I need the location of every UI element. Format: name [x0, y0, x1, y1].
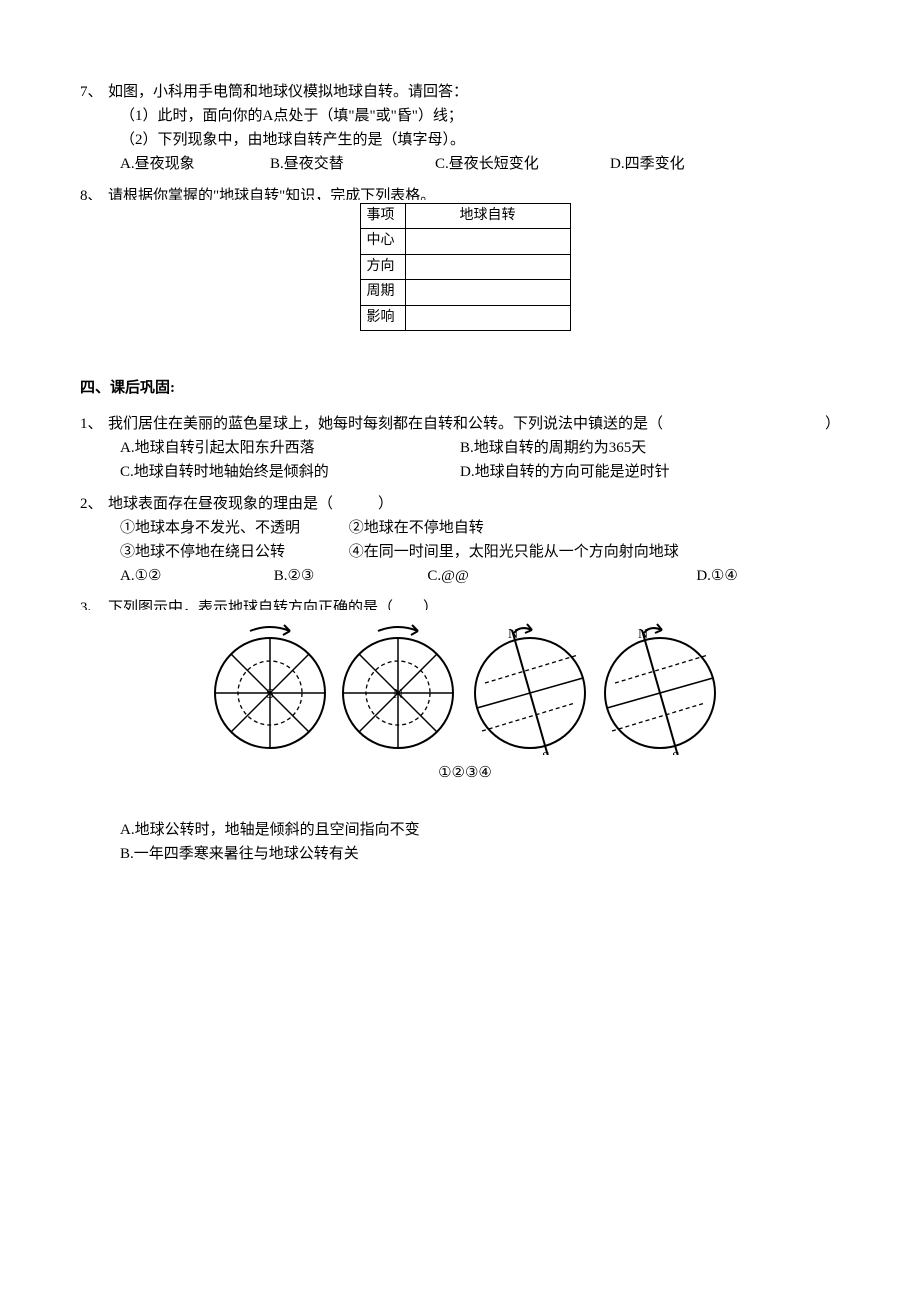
- cell-effect-val: [405, 305, 570, 330]
- q7-options: A.昼夜现象 B.昼夜交替 C.昼夜长短变化 D.四季变化: [120, 152, 850, 176]
- section-4-title: 四、课后巩固:: [80, 376, 850, 400]
- p1-stem-line: 1、 我们居住在美丽的蓝色星球上，她每时每刻都在自转和公转。下列说法中镇送的是（…: [80, 412, 850, 436]
- svg-text:S: S: [266, 687, 274, 702]
- q7-sub2: （2）下列现象中，由地球自转产生的是（填字母）。: [120, 128, 850, 152]
- p2-stem: 地球表面存在昼夜现象的理由是（ ）: [108, 492, 393, 516]
- p3-stem: 下列图示中，表示地球自转方向正确的是（ ）: [108, 596, 438, 610]
- table-row: 影响: [360, 305, 570, 330]
- tail-opt-a: A.地球公转时，地轴是倾斜的且空间指向不变: [120, 818, 850, 842]
- globe-2: N: [343, 625, 453, 748]
- table-row: 中心: [360, 229, 570, 254]
- svg-text:N: N: [393, 687, 403, 702]
- globe-1: S: [215, 625, 325, 748]
- p2-s1: ①地球本身不发光、不透明: [120, 516, 345, 540]
- tail-opt-b: B.一年四季寒来暑往与地球公转有关: [120, 842, 850, 866]
- cell-period: 周期: [360, 280, 405, 305]
- p1-opt-d: D.地球自转的方向可能是逆时针: [460, 460, 760, 484]
- p3-number: 3、: [80, 596, 108, 610]
- q7-opt-b: B.昼夜交替: [270, 152, 435, 176]
- practice-3: 3、 下列图示中，表示地球自转方向正确的是（ ） S: [80, 596, 850, 785]
- q7-stem: 如图，小科用手电筒和地球仪模拟地球自转。请回答：: [108, 80, 468, 104]
- p2-opt-d: D.①④: [696, 564, 850, 588]
- q8-table: 事项 地球自转 中心 方向 周期 影响: [360, 203, 571, 331]
- p1-stem: 我们居住在美丽的蓝色星球上，她每时每刻都在自转和公转。下列说法中镇送的是（: [108, 412, 663, 436]
- cell-center-val: [405, 229, 570, 254]
- p3-caption: ①②③④: [80, 761, 850, 785]
- p2-s4: ④在同一时间里，太阳光只能从一个方向射向地球: [349, 544, 679, 560]
- th-item: 事项: [360, 204, 405, 229]
- tail-options: A.地球公转时，地轴是倾斜的且空间指向不变 B.一年四季寒来暑往与地球公转有关: [80, 818, 850, 866]
- p1-opt-b: B.地球自转的周期约为365天: [460, 436, 760, 460]
- globe-diagram-svg: S N N: [200, 615, 730, 755]
- table-row: 方向: [360, 254, 570, 279]
- table-row: 事项 地球自转: [360, 204, 570, 229]
- p2-number: 2、: [80, 492, 108, 516]
- q7-stem-line: 7、 如图，小科用手电筒和地球仪模拟地球自转。请回答：: [80, 80, 850, 104]
- p1-row2: C.地球自转时地轴始终是倾斜的 D.地球自转的方向可能是逆时针: [120, 460, 850, 484]
- q8-number: 8、: [80, 184, 108, 200]
- cell-direction-val: [405, 254, 570, 279]
- p2-s3: ③地球不停地在绕日公转: [120, 540, 345, 564]
- question-8: 8、 请根据你掌握的"地球自转"知识，完成下列表格。 事项 地球自转 中心 方向…: [80, 184, 850, 331]
- p2-options: A.①② B.②③ C.@@ D.①④: [120, 564, 850, 588]
- q7-opt-a: A.昼夜现象: [120, 152, 270, 176]
- cell-effect: 影响: [360, 305, 405, 330]
- p2-stmt-row2: ③地球不停地在绕日公转 ④在同一时间里，太阳光只能从一个方向射向地球: [120, 540, 850, 564]
- question-7: 7、 如图，小科用手电筒和地球仪模拟地球自转。请回答： （1）此时，面向你的A点…: [80, 80, 850, 176]
- q8-stem-line: 8、 请根据你掌握的"地球自转"知识，完成下列表格。: [80, 184, 850, 200]
- cell-direction: 方向: [360, 254, 405, 279]
- practice-2: 2、 地球表面存在昼夜现象的理由是（ ） ①地球本身不发光、不透明 ②地球在不停…: [80, 492, 850, 588]
- practice-1: 1、 我们居住在美丽的蓝色星球上，她每时每刻都在自转和公转。下列说法中镇送的是（…: [80, 412, 850, 484]
- q7-opt-c: C.昼夜长短变化: [435, 152, 610, 176]
- p1-opt-c: C.地球自转时地轴始终是倾斜的: [120, 460, 460, 484]
- svg-text:S: S: [542, 750, 550, 755]
- cell-period-val: [405, 280, 570, 305]
- q7-number: 7、: [80, 80, 108, 104]
- q8-stem: 请根据你掌握的"地球自转"知识，完成下列表格。: [108, 184, 435, 200]
- globe-3: N S: [475, 624, 585, 755]
- q7-sub1: （1）此时，面向你的A点处于（填"晨"或"昏"）线；: [120, 104, 850, 128]
- p1-paren-close: ）: [825, 412, 840, 436]
- p3-diagrams: S N N: [80, 615, 850, 785]
- p1-number: 1、: [80, 412, 108, 436]
- p3-stem-line: 3、 下列图示中，表示地球自转方向正确的是（ ）: [80, 596, 850, 610]
- p1-row1: A.地球自转引起太阳东升西落 B.地球自转的周期约为365天: [120, 436, 850, 460]
- p2-stmt-row1: ①地球本身不发光、不透明 ②地球在不停地自转: [120, 516, 850, 540]
- p2-stem-line: 2、 地球表面存在昼夜现象的理由是（ ）: [80, 492, 850, 516]
- table-row: 周期: [360, 280, 570, 305]
- p2-opt-c: C.@@: [427, 564, 696, 588]
- p1-opt-a: A.地球自转引起太阳东升西落: [120, 436, 460, 460]
- q7-opt-d: D.四季变化: [610, 152, 730, 176]
- globe-4: N S: [605, 624, 715, 755]
- th-rotation: 地球自转: [405, 204, 570, 229]
- p2-opt-b: B.②③: [274, 564, 428, 588]
- p2-s2: ②地球在不停地自转: [349, 520, 484, 536]
- svg-text:S: S: [672, 750, 680, 755]
- cell-center: 中心: [360, 229, 405, 254]
- p2-opt-a: A.①②: [120, 564, 274, 588]
